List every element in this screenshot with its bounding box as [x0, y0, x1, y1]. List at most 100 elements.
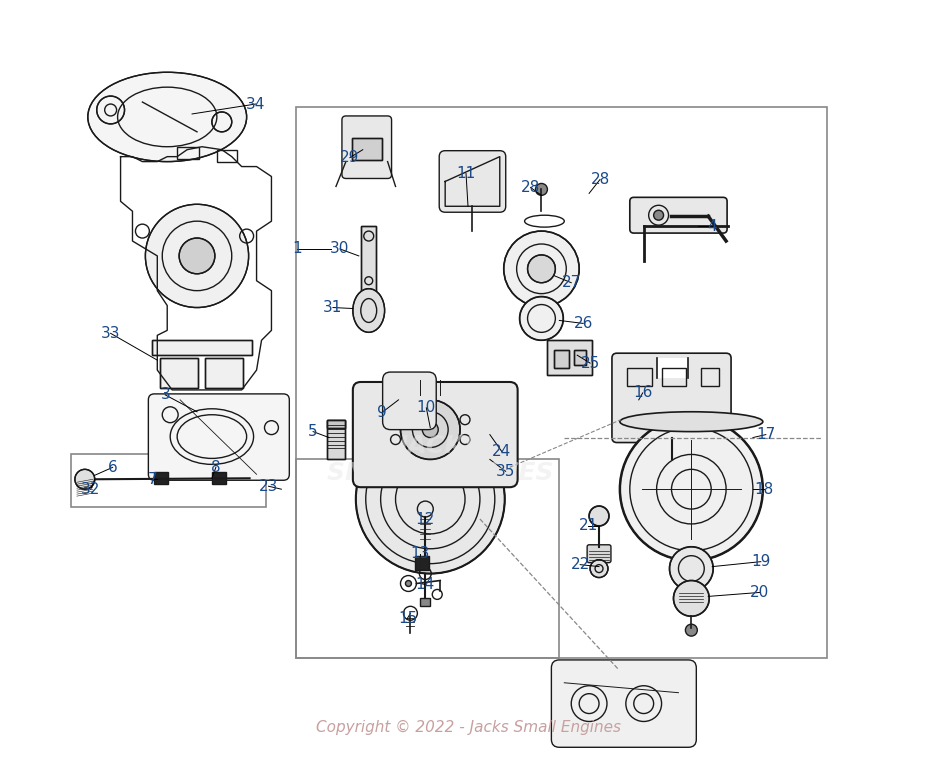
Circle shape: [669, 546, 712, 591]
Bar: [360, 226, 375, 291]
Bar: [177, 146, 198, 159]
Bar: [160, 358, 197, 388]
Text: 28: 28: [520, 180, 539, 195]
Bar: [700, 368, 719, 386]
Bar: [547, 340, 592, 375]
Polygon shape: [445, 156, 499, 206]
Text: 31: 31: [323, 300, 343, 315]
Bar: [360, 226, 375, 291]
Bar: [547, 340, 592, 375]
Text: 20: 20: [750, 585, 768, 600]
Text: 15: 15: [398, 611, 417, 625]
Text: 25: 25: [580, 356, 599, 370]
Bar: [554, 350, 569, 368]
Circle shape: [653, 210, 663, 220]
Bar: [216, 150, 237, 162]
Text: 1: 1: [292, 241, 301, 257]
FancyBboxPatch shape: [611, 353, 730, 442]
Bar: [574, 350, 586, 365]
FancyBboxPatch shape: [587, 545, 610, 562]
Bar: [296, 459, 559, 658]
Text: 33: 33: [101, 326, 120, 341]
Text: 29: 29: [340, 150, 359, 165]
Text: 32: 32: [81, 482, 100, 496]
Text: 27: 27: [561, 276, 580, 290]
Circle shape: [519, 297, 563, 340]
Text: 26: 26: [573, 316, 592, 331]
Bar: [71, 455, 266, 507]
Text: 10: 10: [417, 400, 435, 415]
Circle shape: [400, 400, 460, 459]
Text: 34: 34: [245, 96, 265, 112]
Bar: [153, 340, 252, 355]
Bar: [574, 350, 586, 365]
Bar: [626, 368, 651, 386]
Text: 21: 21: [578, 518, 597, 534]
Bar: [296, 107, 826, 658]
Text: 24: 24: [491, 444, 511, 459]
Text: JACKS
SMALL ENGINES: JACKS SMALL ENGINES: [327, 433, 553, 485]
Circle shape: [75, 469, 95, 490]
Bar: [415, 556, 429, 569]
Text: 30: 30: [329, 241, 349, 257]
Circle shape: [673, 581, 709, 616]
Bar: [661, 368, 686, 386]
Bar: [656, 358, 688, 378]
Circle shape: [405, 581, 411, 587]
Text: 8: 8: [211, 460, 221, 475]
Text: 23: 23: [258, 479, 278, 493]
Bar: [327, 420, 344, 427]
Text: 9: 9: [376, 405, 387, 420]
Text: 14: 14: [416, 577, 434, 592]
Text: 3: 3: [160, 387, 170, 402]
Bar: [420, 598, 430, 606]
Circle shape: [590, 559, 607, 578]
FancyBboxPatch shape: [353, 382, 517, 487]
Text: 12: 12: [416, 512, 434, 528]
Circle shape: [535, 184, 547, 195]
Text: 19: 19: [751, 554, 769, 569]
Circle shape: [179, 238, 214, 274]
Text: Copyright © 2022 - Jacks Small Engines: Copyright © 2022 - Jacks Small Engines: [315, 720, 621, 735]
Ellipse shape: [88, 72, 246, 162]
Circle shape: [422, 422, 438, 438]
Bar: [160, 358, 197, 388]
Ellipse shape: [620, 412, 762, 432]
Circle shape: [145, 204, 248, 307]
Circle shape: [212, 112, 231, 132]
Bar: [327, 420, 344, 427]
Bar: [352, 138, 381, 159]
FancyBboxPatch shape: [550, 660, 695, 748]
Text: 5: 5: [308, 424, 317, 439]
Ellipse shape: [353, 288, 384, 332]
Circle shape: [589, 506, 608, 526]
FancyBboxPatch shape: [342, 116, 391, 178]
Text: 18: 18: [753, 482, 772, 496]
Circle shape: [356, 425, 505, 574]
Text: 17: 17: [755, 427, 775, 442]
Bar: [352, 138, 381, 159]
Text: 7: 7: [147, 472, 157, 487]
Bar: [205, 358, 242, 388]
Bar: [153, 340, 252, 355]
Bar: [327, 420, 344, 459]
Circle shape: [504, 231, 578, 307]
Bar: [205, 358, 242, 388]
Bar: [154, 472, 168, 484]
Bar: [554, 350, 569, 368]
FancyBboxPatch shape: [148, 394, 289, 480]
Text: 4: 4: [707, 219, 716, 234]
Text: 16: 16: [633, 386, 651, 401]
FancyBboxPatch shape: [382, 372, 436, 430]
FancyBboxPatch shape: [629, 197, 726, 233]
Text: 35: 35: [495, 464, 515, 479]
Circle shape: [620, 417, 762, 561]
Text: 13: 13: [410, 546, 430, 561]
Text: 22: 22: [570, 557, 589, 572]
Text: 28: 28: [590, 172, 609, 187]
Text: 6: 6: [108, 460, 117, 475]
Bar: [327, 420, 344, 459]
Bar: [212, 472, 226, 484]
Text: 11: 11: [456, 166, 475, 181]
FancyBboxPatch shape: [439, 151, 505, 213]
